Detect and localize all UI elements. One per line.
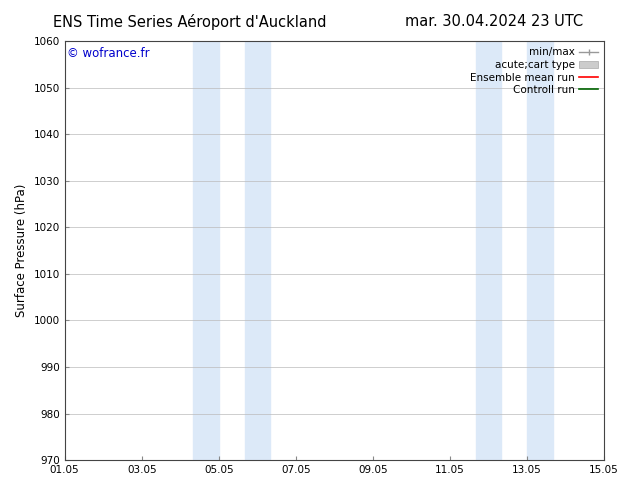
Bar [193,41,219,460]
Y-axis label: Surface Pressure (hPa): Surface Pressure (hPa) [15,184,28,318]
Text: mar. 30.04.2024 23 UTC: mar. 30.04.2024 23 UTC [406,14,583,29]
Text: ENS Time Series Aéroport d'Auckland: ENS Time Series Aéroport d'Auckland [53,14,327,30]
Legend: min/max, acute;cart type, Ensemble mean run, Controll run: min/max, acute;cart type, Ensemble mean … [467,44,601,98]
Text: © wofrance.fr: © wofrance.fr [67,48,150,60]
Bar [245,41,270,460]
Bar [527,41,553,460]
Bar [476,41,501,460]
